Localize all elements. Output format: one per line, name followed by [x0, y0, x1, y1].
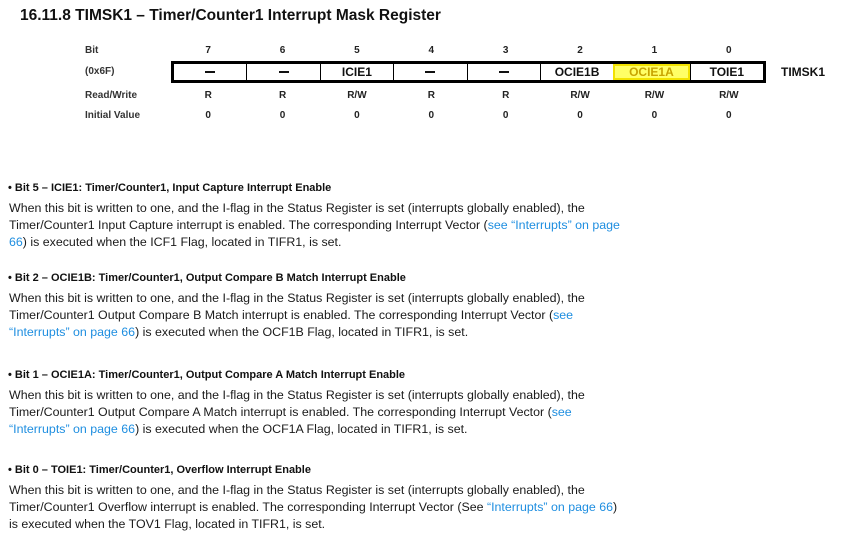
bit2-line3: “Interrupts” on page 66) is executed whe…: [9, 324, 809, 341]
initial-value-4: 0: [502, 110, 509, 121]
register-field-bit1: OCIE1A: [613, 64, 690, 80]
register-bit-fields: ICIE1 OCIE1B OCIE1A TOIE1: [171, 61, 766, 83]
field-label: ICIE1: [341, 65, 372, 79]
initial-value-3: 0: [428, 110, 435, 121]
initial-value-6: 0: [651, 110, 658, 121]
bit0-line2-text: Timer/Counter1 Overflow interrupt is ena…: [9, 500, 487, 514]
bit-row-label: Bit: [85, 45, 99, 56]
register-name: TIMSK1: [781, 65, 826, 79]
initial-value-1: 0: [279, 110, 286, 121]
bit2-line2: Timer/Counter1 Output Compare B Match in…: [9, 307, 809, 324]
initial-value-0: 0: [205, 110, 211, 121]
register-field-bit6: [246, 64, 319, 80]
reserved-dash: [498, 70, 509, 74]
bit1-description: When this bit is written to one, and the…: [9, 387, 809, 438]
read-write-value-3: R: [427, 90, 435, 101]
read-write-value-5: R/W: [570, 90, 590, 101]
bit0-line1: When this bit is written to one, and the…: [9, 483, 585, 497]
bit5-line3-text: ) is executed when the ICF1 Flag, locate…: [22, 235, 342, 249]
bit1-line1: When this bit is written to one, and the…: [9, 388, 585, 402]
address-label: (0x6F): [85, 66, 115, 77]
bit1-line3: “Interrupts” on page 66) is executed whe…: [9, 421, 809, 438]
interrupts-link[interactable]: see: [553, 308, 574, 322]
register-field-bit4: [393, 64, 466, 80]
initial-value-2: 0: [354, 110, 360, 121]
register-field-bit2: OCIE1B: [539, 64, 613, 80]
read-write-value-4: R: [502, 90, 510, 101]
bit0-line2: Timer/Counter1 Overflow interrupt is ena…: [9, 499, 809, 516]
interrupts-link[interactable]: see “Interrupts” on page: [487, 218, 620, 232]
interrupts-link-page[interactable]: “Interrupts” on page 66: [9, 422, 136, 436]
bit0-line3: is executed when the TOV1 Flag, located …: [9, 517, 326, 531]
bit0-description: When this bit is written to one, and the…: [9, 482, 809, 533]
initial-value-row-label: Initial Value: [85, 110, 141, 121]
bit2-description: When this bit is written to one, and the…: [9, 290, 809, 341]
bit0-line2-close: ): [613, 500, 618, 514]
bit5-line3: 66) is executed when the ICF1 Flag, loca…: [9, 234, 809, 251]
read-write-value-6: R/W: [644, 90, 665, 101]
interrupts-link[interactable]: “Interrupts” on page 66: [486, 500, 614, 514]
reserved-dash: [278, 70, 289, 74]
bit2-line1: When this bit is written to one, and the…: [9, 291, 585, 305]
read-write-value-2: R/W: [347, 90, 367, 101]
bit5-description: When this bit is written to one, and the…: [9, 200, 809, 251]
section-title: 16.11.8 TIMSK1 – Timer/Counter1 Interrup…: [20, 7, 441, 24]
read-write-row-label: Read/Write: [85, 90, 138, 101]
bit2-line2-text: Timer/Counter1 Output Compare B Match in…: [9, 308, 554, 322]
bit1-line3-text: ) is executed when the OCF1A Flag, locat…: [135, 422, 468, 436]
bit5-heading: • Bit 5 – ICIE1: Timer/Counter1, Input C…: [8, 182, 332, 194]
field-label: OCIE1B: [554, 65, 600, 79]
bit1-line2-text: Timer/Counter1 Output Compare A Match in…: [9, 405, 552, 419]
interrupts-link-page[interactable]: “Interrupts” on page 66: [9, 325, 136, 339]
bit0-heading: • Bit 0 – TOIE1: Timer/Counter1, Overflo…: [8, 464, 311, 476]
bit5-line2: Timer/Counter1 Input Capture interrupt i…: [9, 217, 809, 234]
read-write-value-7: R/W: [719, 90, 739, 101]
bit-number-0: 7: [205, 45, 211, 56]
bit5-line1: When this bit is written to one, and the…: [9, 201, 585, 215]
bit1-heading: • Bit 1 – OCIE1A: Timer/Counter1, Output…: [8, 369, 406, 381]
bit-number-6: 1: [651, 45, 658, 56]
bit-number-4: 3: [502, 45, 509, 56]
read-write-value-1: R: [278, 90, 287, 101]
field-label: OCIE1A: [629, 65, 674, 79]
bit-number-3: 4: [428, 45, 435, 56]
reserved-dash: [425, 70, 436, 74]
initial-value-7: 0: [726, 110, 732, 121]
register-field-bit7: [174, 64, 246, 80]
interrupts-link-page[interactable]: 66: [9, 235, 23, 249]
bit-number-5: 2: [577, 45, 583, 56]
bit-number-7: 0: [726, 45, 732, 56]
bit1-line2: Timer/Counter1 Output Compare A Match in…: [9, 404, 809, 421]
register-field-bit0: TOIE1: [689, 64, 763, 80]
interrupts-link[interactable]: see: [551, 405, 572, 419]
read-write-value-0: R: [204, 90, 212, 101]
reserved-dash: [205, 70, 216, 74]
bit2-heading: • Bit 2 – OCIE1B: Timer/Counter1, Output…: [8, 272, 406, 284]
register-field-bit3: [466, 64, 540, 80]
register-field-bit5: ICIE1: [319, 64, 393, 80]
bit-number-1: 6: [279, 45, 286, 56]
bit5-line2-text: Timer/Counter1 Input Capture interrupt i…: [9, 218, 488, 232]
field-label: TOIE1: [709, 65, 745, 79]
bit-number-2: 5: [354, 45, 360, 56]
initial-value-5: 0: [577, 110, 583, 121]
bit2-line3-text: ) is executed when the OCF1B Flag, locat…: [135, 325, 469, 339]
